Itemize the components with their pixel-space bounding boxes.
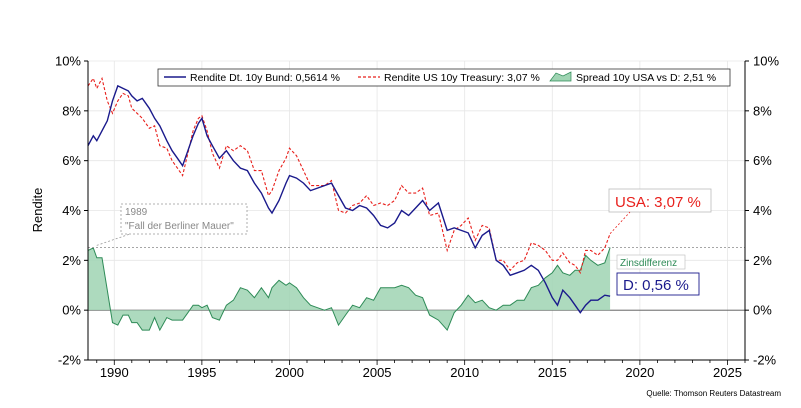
series-line-us [87,76,611,275]
annotation-usa: USA: 3,07 % [608,188,712,234]
legend-label-us: Rendite US 10y Treasury: 3,07 % [384,72,540,84]
annotation-de-box [616,272,700,296]
legend-label-bund: Rendite Dt. 10y Bund: 0,5614 % [190,72,340,84]
x-tick-label: 1995 [187,365,216,380]
legend-box [157,68,731,87]
x-ticks: 1990 1995 2000 2005 2010 2015 2020 2025 [96,360,746,380]
y-tick-label-left: 0% [62,303,81,318]
y-tick-label-left: 6% [62,153,81,168]
annotation-1989-leader [96,233,131,246]
y-tick-label-right: 10% [753,54,779,69]
y-tick-label-right: 6% [753,153,772,168]
annotation-1989: 1989 "Fall der Berliner Mauer" [96,203,248,246]
annotation-1989-text: "Fall der Berliner Mauer" [125,221,234,232]
annotation-zinsdifferenz: Zinsdifferenz [616,254,686,270]
spread-area [88,247,611,331]
legend-label-spread: Spread 10y USA vs D: 2,51 % [576,72,716,84]
x-tick-label: 2005 [363,365,392,380]
y-tick-label-left: -2% [58,353,82,368]
series-line-bund [87,84,611,314]
source-note: Quelle: Thomson Reuters Datastream [646,389,781,398]
spread-line [87,247,611,332]
legend-swatch-spread [549,71,572,82]
y-tick-label-left: 4% [62,203,81,218]
x-tick-label: 2000 [275,365,304,380]
annotation-1989-year: 1989 [125,207,148,218]
annotation-usa-leader [609,211,631,234]
y-tick-label-right: 4% [753,203,772,218]
spread-area-layer [87,247,611,332]
y-tick-label-left: 2% [62,253,81,268]
y-ticks-right: 10% 8% 6% 4% 2% 0% -2% [745,54,779,368]
y-tick-label-right: 2% [753,253,772,268]
annotation-usa-text: USA: 3,07 % [615,194,701,211]
y-tick-label-left: 10% [55,54,81,69]
y-tick-label-right: 8% [753,103,772,118]
x-tick-label: 2015 [538,365,567,380]
series-lines-layer [87,76,611,314]
annotation-1989-box [120,203,248,235]
y-tick-label-right: 0% [753,303,772,318]
annotation-usa-box [608,188,712,213]
y-tick-label-right: -2% [753,353,777,368]
x-tick-label: 2025 [713,365,742,380]
y-axis-label: Rendite [30,188,45,233]
x-tick-label: 1990 [100,365,129,380]
x-tick-label: 2020 [625,365,654,380]
annotation-de-text: D: 0,56 % [623,277,689,294]
legend: Rendite Dt. 10y Bund: 0,5614 % Rendite U… [157,68,731,87]
annotation-de: D: 0,56 % [616,272,700,296]
y-ticks-left: 10% 8% 6% 4% 2% 0% -2% [55,54,88,368]
x-tick-label: 2010 [450,365,479,380]
annotation-zins-text: Zinsdifferenz [620,258,677,269]
annotation-zins-box [616,254,686,270]
y-tick-label-left: 8% [62,103,81,118]
